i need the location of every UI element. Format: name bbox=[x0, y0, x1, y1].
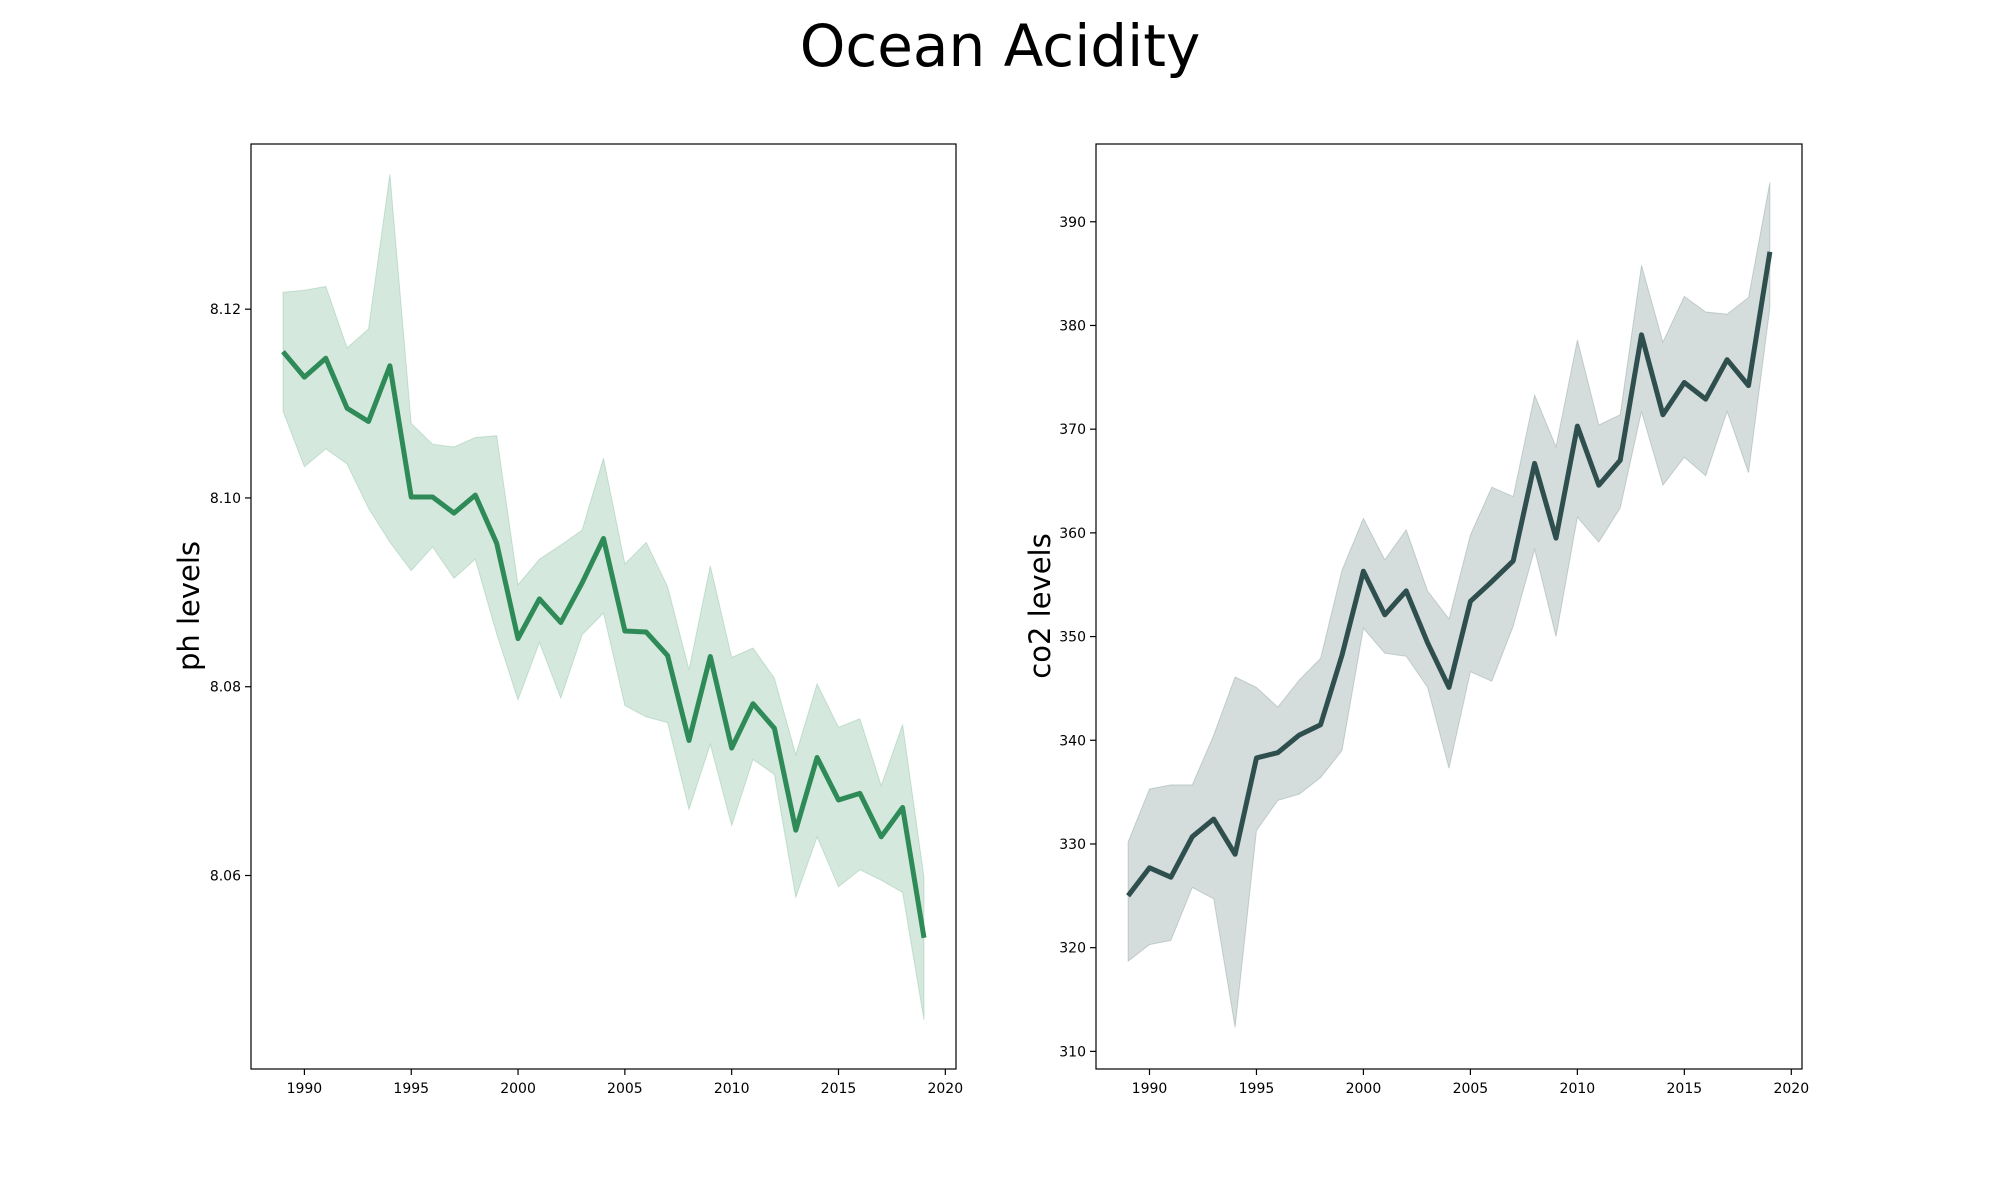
ph-x-tick-label: 2010 bbox=[714, 1081, 750, 1097]
co2-y-tick-label: 390 bbox=[1059, 215, 1086, 231]
co2-x-tick-label: 2005 bbox=[1453, 1081, 1489, 1097]
co2-y-axis-label: co2 levels bbox=[1023, 533, 1057, 678]
co2-y-tick-label: 360 bbox=[1059, 526, 1086, 542]
ph-x-tick-label: 1990 bbox=[287, 1081, 323, 1097]
ph-x-tick-label: 2015 bbox=[821, 1081, 857, 1097]
co2-series-line bbox=[1126, 251, 1773, 898]
co2-x-tick-label: 2015 bbox=[1667, 1081, 1703, 1097]
ph-plot-frame bbox=[250, 143, 957, 1070]
ph-y-tick-label: 8.12 bbox=[210, 302, 241, 318]
ph-x-tick-label: 2005 bbox=[607, 1081, 643, 1097]
co2-y-tick-label: 310 bbox=[1059, 1044, 1086, 1060]
co2-y-tick-label: 320 bbox=[1059, 941, 1086, 957]
co2-y-tick-label: 340 bbox=[1059, 733, 1086, 749]
co2-x-tick-label: 1995 bbox=[1239, 1081, 1275, 1097]
co2-x-tick-label: 2000 bbox=[1346, 1081, 1382, 1097]
co2-y-tick-label: 380 bbox=[1059, 318, 1086, 334]
ph-confidence-band bbox=[282, 174, 925, 1020]
co2-confidence-band bbox=[1127, 182, 1771, 1028]
co2-y-tick-label: 350 bbox=[1059, 630, 1086, 646]
co2-x-tick-label: 1990 bbox=[1132, 1081, 1168, 1097]
co2-levels-chart: 1990 1995 2000 2005 2010 2015 2020 310 320 330 340… bbox=[1023, 143, 1809, 1097]
figure-title: Ocean Acidity bbox=[800, 12, 1201, 80]
ph-levels-chart: 1990 1995 2000 2005 2010 2015 2020 8.06 8.08 8.10… bbox=[172, 143, 963, 1097]
co2-x-tick-label: 2020 bbox=[1773, 1081, 1809, 1097]
ph-y-axis-label: ph levels bbox=[172, 541, 206, 671]
ph-y-tick-label: 8.06 bbox=[210, 869, 241, 885]
ph-x-tick-label: 2000 bbox=[500, 1081, 536, 1097]
ph-x-tick-label: 1995 bbox=[393, 1081, 429, 1097]
ph-y-tick-label: 8.10 bbox=[210, 491, 241, 507]
ph-series-line bbox=[281, 350, 927, 939]
co2-x-tick-label: 2010 bbox=[1560, 1081, 1596, 1097]
co2-y-tick-label: 330 bbox=[1059, 837, 1086, 853]
co2-plot-frame bbox=[1095, 143, 1803, 1070]
ph-x-tick-label: 2020 bbox=[927, 1081, 963, 1097]
co2-y-tick-label: 370 bbox=[1059, 422, 1086, 438]
ph-y-tick-label: 8.08 bbox=[210, 680, 241, 696]
